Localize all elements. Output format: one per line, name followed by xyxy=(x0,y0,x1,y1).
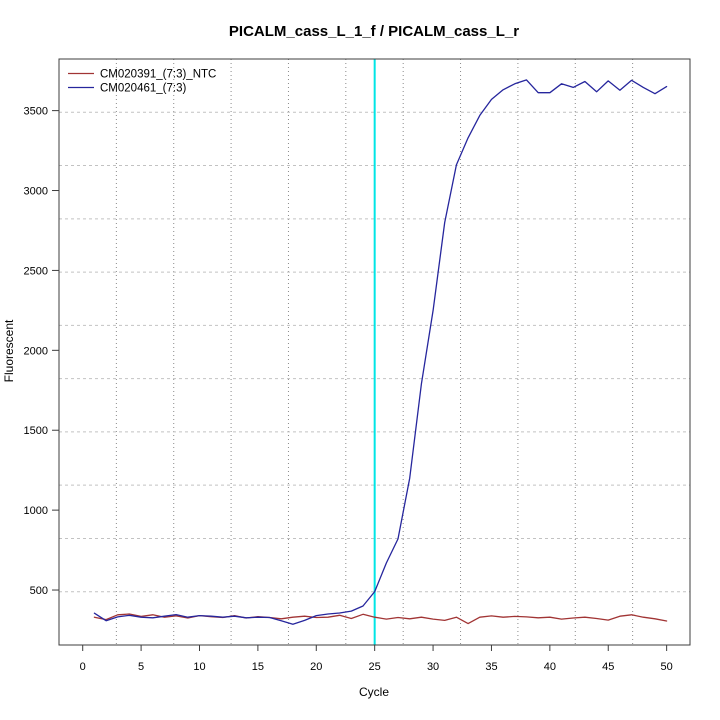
x-tick-label: 50 xyxy=(661,661,673,673)
y-tick-label: 3500 xyxy=(24,106,48,118)
legend: CM020391_(7:3)_NTC CM020461_(7:3) xyxy=(68,69,216,95)
x-tick-label: 35 xyxy=(485,661,497,673)
y-tick-label: 500 xyxy=(30,585,48,597)
legend-label-1: CM020461_(7:3) xyxy=(100,83,186,95)
y-axis-label: Fluorescent xyxy=(2,319,16,382)
series-line-1 xyxy=(93,79,668,625)
x-tick-label: 5 xyxy=(138,661,144,673)
y-tick-label: 2500 xyxy=(24,265,48,277)
series-layer xyxy=(93,79,668,625)
x-tick-label: 10 xyxy=(193,661,205,673)
x-tick-label: 40 xyxy=(544,661,556,673)
legend-label-0: CM020391_(7:3)_NTC xyxy=(100,69,216,81)
x-tick-label: 20 xyxy=(310,661,322,673)
series-line-0 xyxy=(93,613,668,625)
x-tick-label: 25 xyxy=(369,661,381,673)
grid-layer xyxy=(59,59,690,645)
y-tick-label: 3000 xyxy=(24,186,48,198)
x-tick-label: 30 xyxy=(427,661,439,673)
axis-layer: 0 5 10 15 20 25 30 35 40 45 50 500 1000 1500 2000 2500 3… xyxy=(24,106,673,673)
x-tick-label: 0 xyxy=(80,661,86,673)
x-tick-label: 15 xyxy=(252,661,264,673)
x-axis-label: Cycle xyxy=(359,685,389,699)
y-tick-label: 2000 xyxy=(24,345,48,357)
y-tick-label: 1000 xyxy=(24,505,48,517)
y-tick-label: 1500 xyxy=(24,425,48,437)
x-tick-label: 45 xyxy=(602,661,614,673)
chart-title: PICALM_cass_L_1_f / PICALM_cass_L_r xyxy=(229,23,519,40)
